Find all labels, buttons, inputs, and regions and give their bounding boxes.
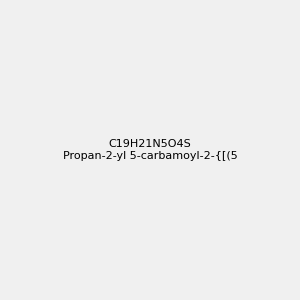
Text: C19H21N5O4S
Propan-2-yl 5-carbamoyl-2-{[(5: C19H21N5O4S Propan-2-yl 5-carbamoyl-2-{[… <box>63 139 237 161</box>
